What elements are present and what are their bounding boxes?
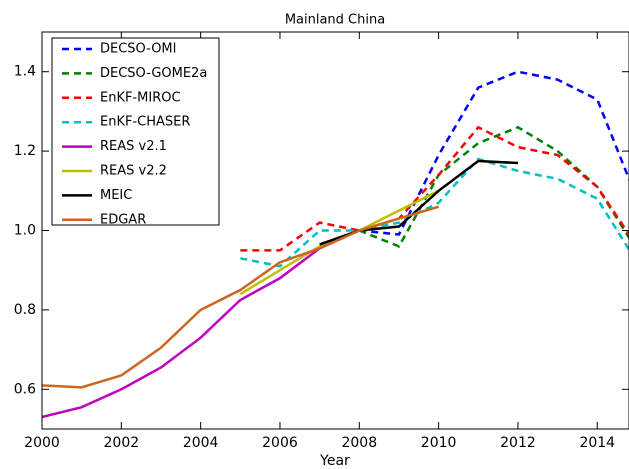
plot-frame — [41, 31, 629, 430]
series-line — [239, 189, 440, 296]
x-tick-label: 2006 — [262, 435, 298, 451]
series-line — [319, 159, 519, 246]
y-tick-label: 0.8 — [14, 302, 36, 318]
y-tick-label: 0.6 — [14, 381, 36, 397]
series-line — [240, 125, 629, 252]
x-tick-label: 2010 — [421, 435, 457, 451]
x-tick-label: 2008 — [341, 435, 377, 451]
series-line — [42, 205, 439, 389]
chart-title: Mainland China — [285, 13, 385, 28]
x-tick-label: 2002 — [104, 435, 140, 451]
x-tick-label: 2014 — [579, 435, 615, 451]
legend-label: EnKF-MIROC — [100, 90, 181, 105]
legend-label: EDGAR — [100, 212, 146, 227]
legend-label: REAS v2.2 — [100, 164, 167, 179]
plot-area — [42, 70, 629, 419]
series-line — [42, 229, 360, 419]
x-axis-label: Year — [319, 453, 350, 469]
y-tick-label: 1.2 — [14, 143, 36, 159]
legend-label: DECSO-GOME2a — [100, 66, 207, 81]
y-tick-label: 1.0 — [14, 223, 36, 239]
legend-label: REAS v2.1 — [100, 139, 167, 154]
legend-label: DECSO-OMI — [100, 42, 176, 57]
legend-label: EnKF-CHASER — [100, 115, 190, 130]
series-line — [240, 157, 629, 268]
series-line — [358, 125, 629, 248]
legend-box — [51, 37, 220, 226]
x-tick-label: 2012 — [500, 435, 536, 451]
y-tick-label: 1.4 — [14, 64, 36, 80]
legend-label: MEIC — [100, 188, 132, 203]
x-tick-label: 2000 — [24, 435, 60, 451]
x-tick-label: 2004 — [183, 435, 219, 451]
